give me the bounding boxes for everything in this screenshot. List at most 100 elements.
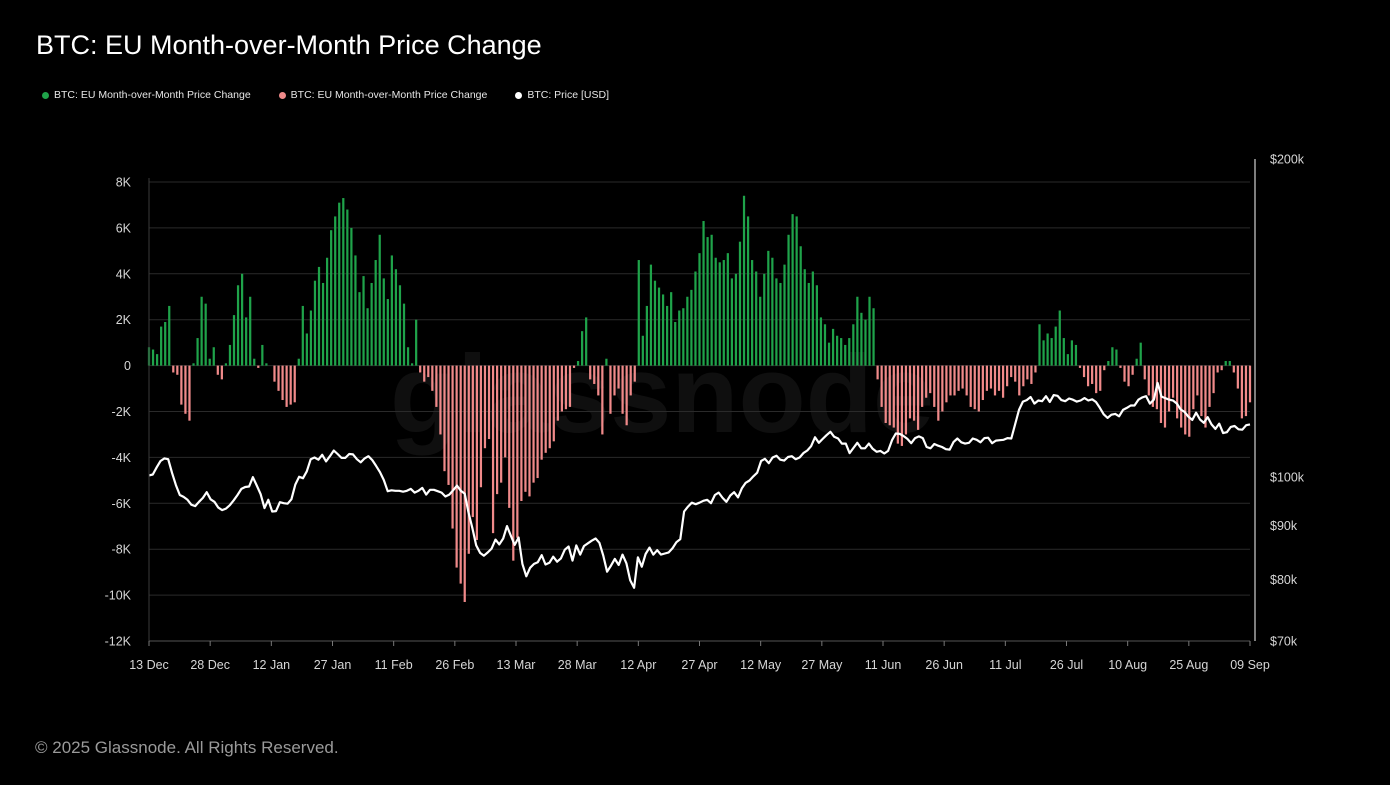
bar-positive	[803, 269, 806, 366]
bar-negative	[985, 365, 989, 391]
bar-positive	[742, 195, 746, 366]
x-tick-label: 09 Sep	[1230, 658, 1270, 672]
price-line-series	[148, 381, 1251, 589]
bar-positive	[297, 358, 300, 366]
bar-positive	[702, 221, 705, 366]
bar-positive	[1074, 344, 1078, 366]
bar-positive	[698, 253, 701, 366]
bar-negative	[568, 365, 572, 407]
bar-negative	[617, 365, 620, 389]
bar-positive	[795, 216, 798, 366]
bar-negative	[1196, 365, 1199, 396]
bar-positive	[253, 358, 256, 366]
bar-negative	[621, 365, 624, 414]
bar-positive	[232, 315, 236, 366]
x-tick-label: 13 Mar	[497, 658, 536, 672]
bar-negative	[961, 365, 964, 389]
bar-negative	[1171, 365, 1175, 398]
x-tick-label: 11 Jul	[989, 658, 1021, 672]
bar-positive	[771, 257, 774, 366]
bar-negative	[455, 365, 458, 568]
bar-negative	[957, 365, 960, 391]
bar-positive	[415, 319, 418, 366]
bar-positive	[342, 198, 345, 366]
bar-positive	[240, 273, 244, 366]
bar-negative	[1188, 365, 1191, 437]
bar-negative	[1232, 365, 1235, 373]
bar-positive	[763, 273, 766, 366]
bar-positive	[245, 317, 248, 366]
y-right-tick-label: $80k	[1270, 573, 1298, 587]
x-tick-label: 27 Apr	[681, 658, 717, 672]
bar-negative	[1204, 365, 1207, 428]
bar-negative	[1220, 365, 1223, 371]
x-tick-label: 10 Aug	[1108, 658, 1147, 672]
bar-negative	[1236, 365, 1239, 389]
bar-positive	[1115, 349, 1118, 366]
y-right-tick-label: $70k	[1270, 635, 1298, 649]
bar-negative	[512, 365, 515, 561]
bar-negative	[896, 365, 899, 444]
bar-negative	[516, 365, 519, 538]
legend-item-price[interactable]: BTC: Price [USD]	[515, 89, 609, 101]
bar-positive	[657, 287, 661, 366]
bar-negative	[463, 365, 466, 602]
bar-negative	[180, 365, 183, 405]
bar-negative	[172, 365, 175, 373]
bar-positive	[576, 361, 580, 366]
bar-negative	[921, 365, 924, 407]
bar-negative	[941, 365, 944, 412]
bar-positive	[641, 335, 644, 366]
bar-positive	[192, 363, 195, 366]
bar-positive	[358, 292, 361, 366]
bar-positive	[751, 260, 754, 366]
bar-series	[147, 195, 1252, 602]
bar-positive	[334, 216, 337, 366]
y-right-tick-label: $200k	[1270, 153, 1305, 167]
bar-negative	[904, 365, 908, 435]
y-left-tick-label: -2K	[112, 405, 132, 419]
bar-positive	[690, 289, 693, 366]
legend-item-positive[interactable]: BTC: EU Month-over-Month Price Change	[42, 89, 251, 101]
bar-positive	[815, 285, 818, 366]
bar-negative	[609, 365, 612, 414]
bar-positive	[823, 324, 827, 366]
bar-negative	[1078, 365, 1082, 368]
bar-positive	[1224, 361, 1227, 366]
legend-label-negative: BTC: EU Month-over-Month Price Change	[290, 89, 488, 101]
bar-negative	[504, 365, 507, 458]
bar-negative	[1216, 365, 1219, 373]
bar-positive	[1228, 361, 1231, 366]
bar-positive	[370, 282, 373, 366]
bar-negative	[993, 365, 997, 396]
bar-negative	[888, 365, 891, 426]
bar-negative	[1082, 365, 1086, 378]
bar-positive	[325, 257, 329, 366]
x-tick-label: 28 Dec	[190, 658, 230, 672]
legend-dot-price	[515, 91, 523, 99]
bar-negative	[289, 365, 292, 405]
bar-negative	[1099, 365, 1102, 391]
bar-positive	[354, 255, 357, 366]
bar-negative	[479, 365, 483, 488]
bar-negative	[981, 365, 984, 401]
bar-positive	[249, 296, 252, 366]
bar-positive	[1046, 333, 1049, 366]
bar-positive	[726, 253, 729, 366]
bar-negative	[184, 365, 187, 414]
bar-negative	[1184, 365, 1187, 435]
bar-negative	[1151, 365, 1154, 407]
bar-negative	[1001, 365, 1005, 398]
bar-positive	[827, 342, 831, 366]
bar-positive	[746, 216, 750, 366]
legend-item-negative[interactable]: BTC: EU Month-over-Month Price Change	[278, 89, 488, 101]
bar-positive	[350, 227, 353, 366]
bar-negative	[281, 365, 284, 401]
bar-positive	[406, 347, 410, 366]
bar-positive	[799, 246, 802, 366]
bar-negative	[220, 365, 223, 380]
bar-negative	[1095, 365, 1098, 394]
bar-negative	[900, 365, 904, 446]
x-tick-label: 13 Dec	[129, 658, 169, 672]
